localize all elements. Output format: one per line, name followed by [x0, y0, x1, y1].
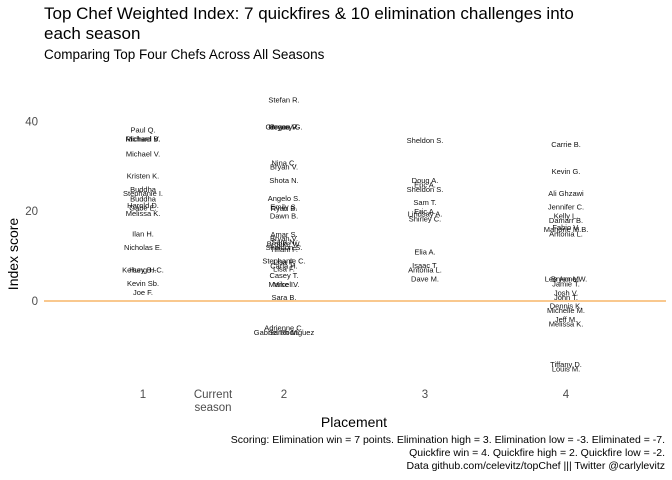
point-label: Michelle M.	[547, 306, 585, 315]
point-label: Paul Q.	[130, 125, 155, 134]
point-label-layer: Paul Q.Richard B.Michael V.Michael V.Kri…	[122, 95, 588, 373]
point-label: Richard B.	[125, 134, 160, 143]
x-axis-title: Placement	[321, 414, 387, 430]
point-label: Damarr B.	[549, 216, 583, 225]
point-label: Kevin Sb.	[127, 279, 159, 288]
point-label: Gabriel Rodriguez	[254, 328, 315, 337]
point-label: Sam T.	[413, 198, 436, 207]
caption-quickfire-line: Quickfire win = 4. Quickfire high = 2. Q…	[409, 447, 665, 459]
point-label: Joe F.	[133, 288, 153, 297]
point-label: Nicholas E.	[124, 243, 162, 252]
point-label: Isaac T.	[412, 261, 438, 270]
point-label: Carrie B.	[551, 140, 581, 149]
point-label: Bryan V.	[270, 234, 298, 243]
point-label: Buddha	[130, 185, 157, 194]
point-label: Fabio V.	[552, 223, 579, 232]
point-label: Dave M.	[411, 275, 439, 284]
point-label: Shirley C.	[409, 214, 442, 223]
point-label: Brooke W.	[267, 240, 302, 249]
point-label: Doug A.	[412, 176, 439, 185]
point-label: John T.	[554, 293, 578, 302]
point-label: Stephanie C.	[262, 257, 305, 266]
point-label: Sara N.	[271, 238, 296, 247]
point-label: Sara B.	[271, 293, 296, 302]
point-label: Antonia L.	[549, 230, 583, 239]
point-label: Shota N.	[269, 176, 298, 185]
point-label: Kristen K.	[127, 171, 160, 180]
point-label: Mike I.	[273, 280, 295, 289]
caption-source-line: Data github.com/celevitz/topChef ||| Twi…	[406, 460, 666, 472]
y-tick-label-0: 0	[32, 296, 38, 308]
x-tick-label-4: 4	[563, 389, 570, 401]
point-label: Dennis K.	[550, 301, 583, 310]
point-label: Marcel V.	[269, 280, 300, 289]
point-label: Eric A.	[414, 180, 436, 189]
point-label: Bryan V.	[270, 122, 298, 131]
point-label: Emily S.	[270, 203, 298, 212]
chart-subtitle: Comparing Top Four Chefs Across All Seas…	[44, 47, 325, 62]
point-label: Sheldon S.	[407, 136, 444, 145]
point-label: Jamie T.	[552, 279, 580, 288]
point-label: Kelly L.	[554, 212, 579, 221]
chart-title: Top Chef Weighted Index: 7 quickfires & …	[44, 4, 574, 43]
point-label: Lindsay A.	[408, 209, 443, 218]
y-axis-title: Index score	[5, 218, 21, 291]
point-label: Melissa K.	[126, 209, 161, 218]
point-label: Tiffani F.	[270, 245, 298, 254]
point-label: Melissa K.	[549, 319, 584, 328]
point-label: Jeff M.	[555, 315, 577, 324]
point-label: Antonia L.	[408, 266, 442, 275]
point-label: Ilan H.	[132, 230, 154, 239]
point-label: Carla H.	[270, 262, 298, 271]
point-label: Michael V.	[126, 134, 160, 143]
y-tick-label-40: 40	[25, 116, 38, 128]
point-label: Lisa F.	[273, 257, 295, 266]
point-label: Hung H.	[129, 266, 157, 275]
axis-layer: 0 20 40 1 Current season 2 3 4	[25, 116, 570, 414]
point-label: Lee Anne W.	[545, 275, 588, 284]
point-label: Sheldon S.	[266, 243, 303, 252]
x-tick-label-2: 2	[281, 389, 287, 401]
scatter-chart: 0 20 40 1 Current season 2 3 4 Paul Q.Richard B.…	[5, 95, 666, 430]
point-label: Lisa F.	[273, 265, 295, 274]
point-label: Dawn B.	[270, 212, 298, 221]
point-label: Eric A.	[414, 207, 436, 216]
x-tick-label-1: Current season	[194, 389, 233, 414]
point-label: Stephanie I.	[123, 189, 163, 198]
point-label: Sheldon S.	[407, 185, 444, 194]
point-label: Kelsey B.-C.	[122, 266, 164, 275]
x-tick-label-3: 3	[422, 389, 428, 401]
point-label: Angelo S.	[268, 194, 301, 203]
point-label: Elia A.	[414, 248, 435, 257]
y-tick-label-20: 20	[25, 206, 38, 218]
point-label: Josh V.	[554, 288, 578, 297]
point-label: Casey T.	[269, 271, 298, 280]
point-label: Harold D.	[127, 201, 159, 210]
point-label: Gabe E.	[129, 204, 157, 213]
point-label: Marjorie M.B.	[544, 225, 589, 234]
point-label: Stefan R.	[268, 95, 299, 104]
point-label: Louis M.	[552, 364, 580, 373]
point-label: Buddha	[130, 195, 157, 204]
caption-scoring-line: Scoring: Elimination win = 7 points. Eli…	[230, 434, 665, 446]
point-label: Jennifer C.	[548, 203, 584, 212]
point-label: Michael V.	[126, 150, 160, 159]
point-label: Amar S.	[270, 230, 297, 239]
point-label: Kevin G.	[552, 167, 581, 176]
point-label: Nina C.	[271, 158, 296, 167]
point-label: Sarah M.	[269, 328, 299, 337]
x-tick-label-0: 1	[140, 389, 146, 401]
point-label: Bryan V.	[270, 162, 298, 171]
point-label: Ryan B.	[271, 204, 298, 213]
point-label: Hosea R.	[268, 122, 299, 131]
point-label: Gregory G.	[265, 122, 302, 131]
point-label: Tiffany D.	[550, 360, 582, 369]
point-label: Adrienne C.	[264, 323, 304, 332]
point-label: Ali Ghzawi	[548, 189, 584, 198]
point-label: Bryan M.	[551, 275, 581, 284]
